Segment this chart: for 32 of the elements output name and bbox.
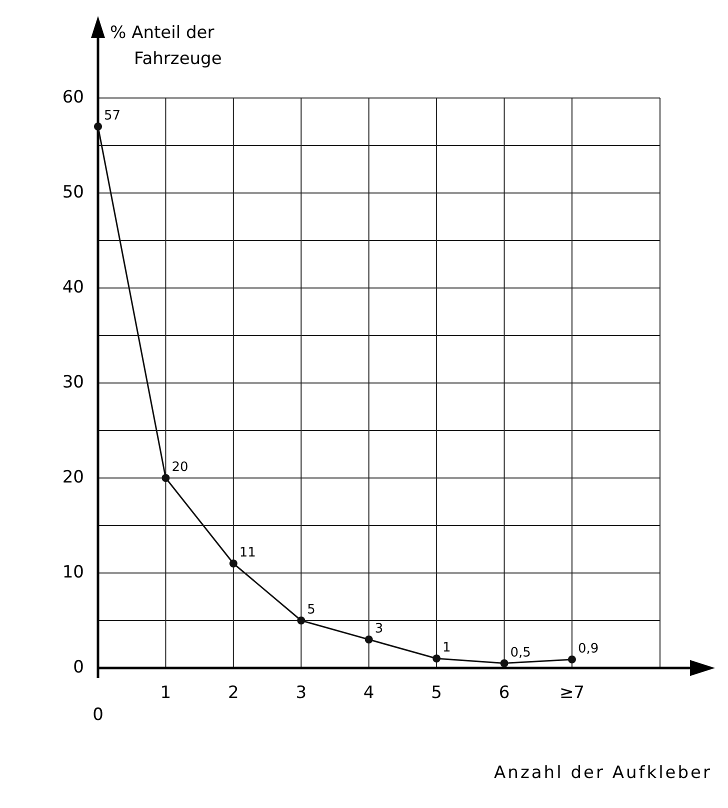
data-label: 5 (307, 602, 316, 618)
point (568, 655, 576, 664)
y-axis-title: % Anteil der Fahrzeuge (110, 23, 222, 69)
y-tick-label: 20 (62, 468, 84, 488)
point (94, 122, 102, 130)
data-label: 57 (104, 108, 121, 124)
x-tick-label: 1 (160, 683, 172, 703)
x-tick-label: 3 (296, 683, 307, 703)
x-tick-label: 4 (363, 683, 374, 703)
data-label: 1 (442, 640, 451, 656)
point (229, 560, 238, 568)
data-label: 0,5 (510, 645, 531, 660)
data-label: 20 (172, 460, 188, 475)
data-label: 0,9 (578, 641, 599, 656)
point (162, 474, 170, 482)
point (364, 636, 373, 644)
y-tick-label: 30 (62, 372, 84, 393)
x-tick-label: 6 (498, 683, 510, 703)
point (500, 659, 508, 668)
x-tick-label: 5 (431, 683, 442, 703)
x-tick-label: 2 (228, 683, 239, 703)
x-tick-label: ≥7 (559, 683, 585, 703)
y-tick-label: 60 (62, 88, 84, 108)
y-tick-label: 50 (62, 182, 84, 203)
x-axis-title: Anzahl der Aufkleber (494, 763, 712, 783)
data-label: 3 (374, 622, 384, 636)
y-tick-label: 40 (62, 278, 84, 298)
point (432, 654, 441, 662)
category-label: 0 (92, 705, 104, 725)
data-label: 11 (239, 546, 256, 560)
point (297, 616, 306, 624)
y-tick-label: 10 (62, 562, 84, 583)
